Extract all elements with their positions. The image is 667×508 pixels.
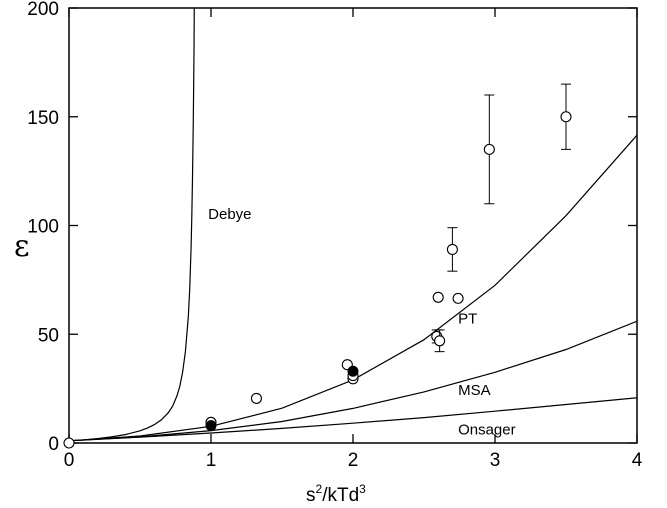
curve-onsager — [69, 397, 637, 442]
x-axis-label-sup2: 3 — [359, 482, 366, 496]
data-point-open — [483, 143, 495, 155]
x-tick-label: 1 — [206, 450, 217, 471]
curve-pt — [69, 134, 637, 442]
x-axis-label-sup1: 2 — [316, 482, 323, 496]
x-tick-label: 4 — [632, 450, 643, 471]
data-point-filled — [205, 420, 217, 432]
x-axis-label: s2/kTd3 — [306, 482, 366, 506]
curve-label-onsager: Onsager — [458, 421, 516, 438]
data-point-open — [432, 291, 444, 303]
curve-label-debye: Debye — [208, 206, 251, 223]
data-point-open — [452, 292, 464, 304]
y-tick-label: 100 — [27, 217, 59, 238]
data-point-open — [63, 437, 75, 449]
curve-label-msa: MSA — [458, 382, 491, 399]
y-axis-label: ε — [14, 229, 30, 264]
x-axis-label-mid: /kTd — [322, 485, 359, 506]
x-tick-label: 2 — [348, 450, 359, 471]
x-tick-label: 3 — [490, 450, 501, 471]
data-point-open — [434, 335, 446, 347]
x-axis-label-base: s — [306, 485, 316, 506]
y-tick-label: 0 — [48, 434, 59, 455]
x-tick-label: 0 — [64, 450, 75, 471]
data-point-open — [560, 111, 572, 123]
y-tick-label: 50 — [38, 325, 59, 346]
data-point-open — [446, 243, 458, 255]
data-point-filled — [347, 365, 359, 377]
y-tick-label: 150 — [27, 108, 59, 129]
y-tick-label: 200 — [27, 0, 59, 20]
curve-label-pt: PT — [458, 310, 477, 327]
curve-debye — [69, 8, 195, 442]
curve-msa — [69, 320, 637, 442]
data-point-open — [250, 392, 262, 404]
